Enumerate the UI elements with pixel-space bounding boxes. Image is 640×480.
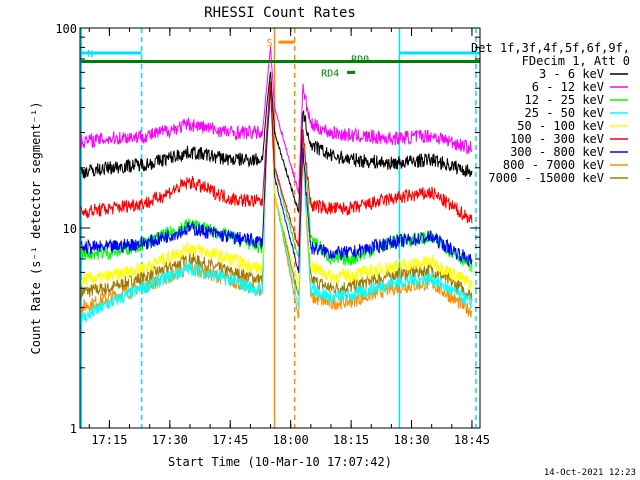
y-tick-label-2: 100	[55, 22, 77, 36]
legend: Det 1f,3f,4f,5f,6f,9f, FDecim 1, Att 0 3…	[471, 41, 630, 185]
legend-label-5: 100 - 300 keV	[510, 132, 604, 146]
legend-header-line-2: FDecim 1, Att 0	[522, 54, 630, 68]
x-tick-label-0: 17:15	[91, 433, 127, 447]
series-line-1	[80, 46, 473, 195]
chart-title: RHESSI Count Rates	[204, 5, 356, 21]
annotation-layer: N S RD0 RD4	[81, 38, 480, 79]
legend-header-line-1: Det 1f,3f,4f,5f,6f,9f,	[471, 41, 630, 55]
x-tick-label-2: 17:45	[212, 433, 248, 447]
y-axis-label: Count Rate (s⁻¹ detector segment⁻¹)	[29, 102, 43, 355]
y-tick-label-1: 10	[63, 222, 77, 236]
legend-label-0: 3 - 6 keV	[539, 67, 604, 81]
series-line-6	[80, 88, 473, 274]
series-layer	[80, 46, 473, 326]
annotation-label-0: N	[87, 49, 93, 60]
legend-label-1: 6 - 12 keV	[532, 80, 604, 94]
x-axis-ticks: 17:15 17:30 17:45 18:00 18:15 18:30 18:45	[88, 28, 490, 447]
legend-label-2: 12 - 25 keV	[525, 93, 604, 107]
x-tick-label-5: 18:30	[393, 433, 429, 447]
x-tick-label-4: 18:15	[333, 433, 369, 447]
legend-label-4: 50 - 100 keV	[517, 119, 604, 133]
x-tick-label-6: 18:45	[454, 433, 490, 447]
legend-label-3: 25 - 50 keV	[525, 106, 604, 120]
y-tick-label-0: 1	[70, 422, 77, 436]
annotation-label-4: RD4	[321, 68, 339, 79]
annotation-label-2: S	[267, 38, 273, 49]
legend-label-7: 800 - 7000 keV	[503, 158, 604, 172]
footer-timestamp: 14-Oct-2021 12:23	[544, 468, 636, 478]
series-line-0	[80, 71, 473, 213]
x-tick-label-3: 18:00	[273, 433, 309, 447]
annotation-label-3: RD0	[351, 54, 369, 65]
x-tick-label-1: 17:30	[152, 433, 188, 447]
legend-label-8: 7000 - 15000 keV	[488, 171, 604, 185]
y-axis-ticks: 1 10 100	[55, 22, 480, 436]
legend-label-6: 300 - 800 keV	[510, 145, 604, 159]
series-line-5	[80, 81, 473, 247]
series-line-4	[80, 87, 473, 291]
x-axis-label: Start Time (10-Mar-10 17:07:42)	[168, 455, 392, 469]
